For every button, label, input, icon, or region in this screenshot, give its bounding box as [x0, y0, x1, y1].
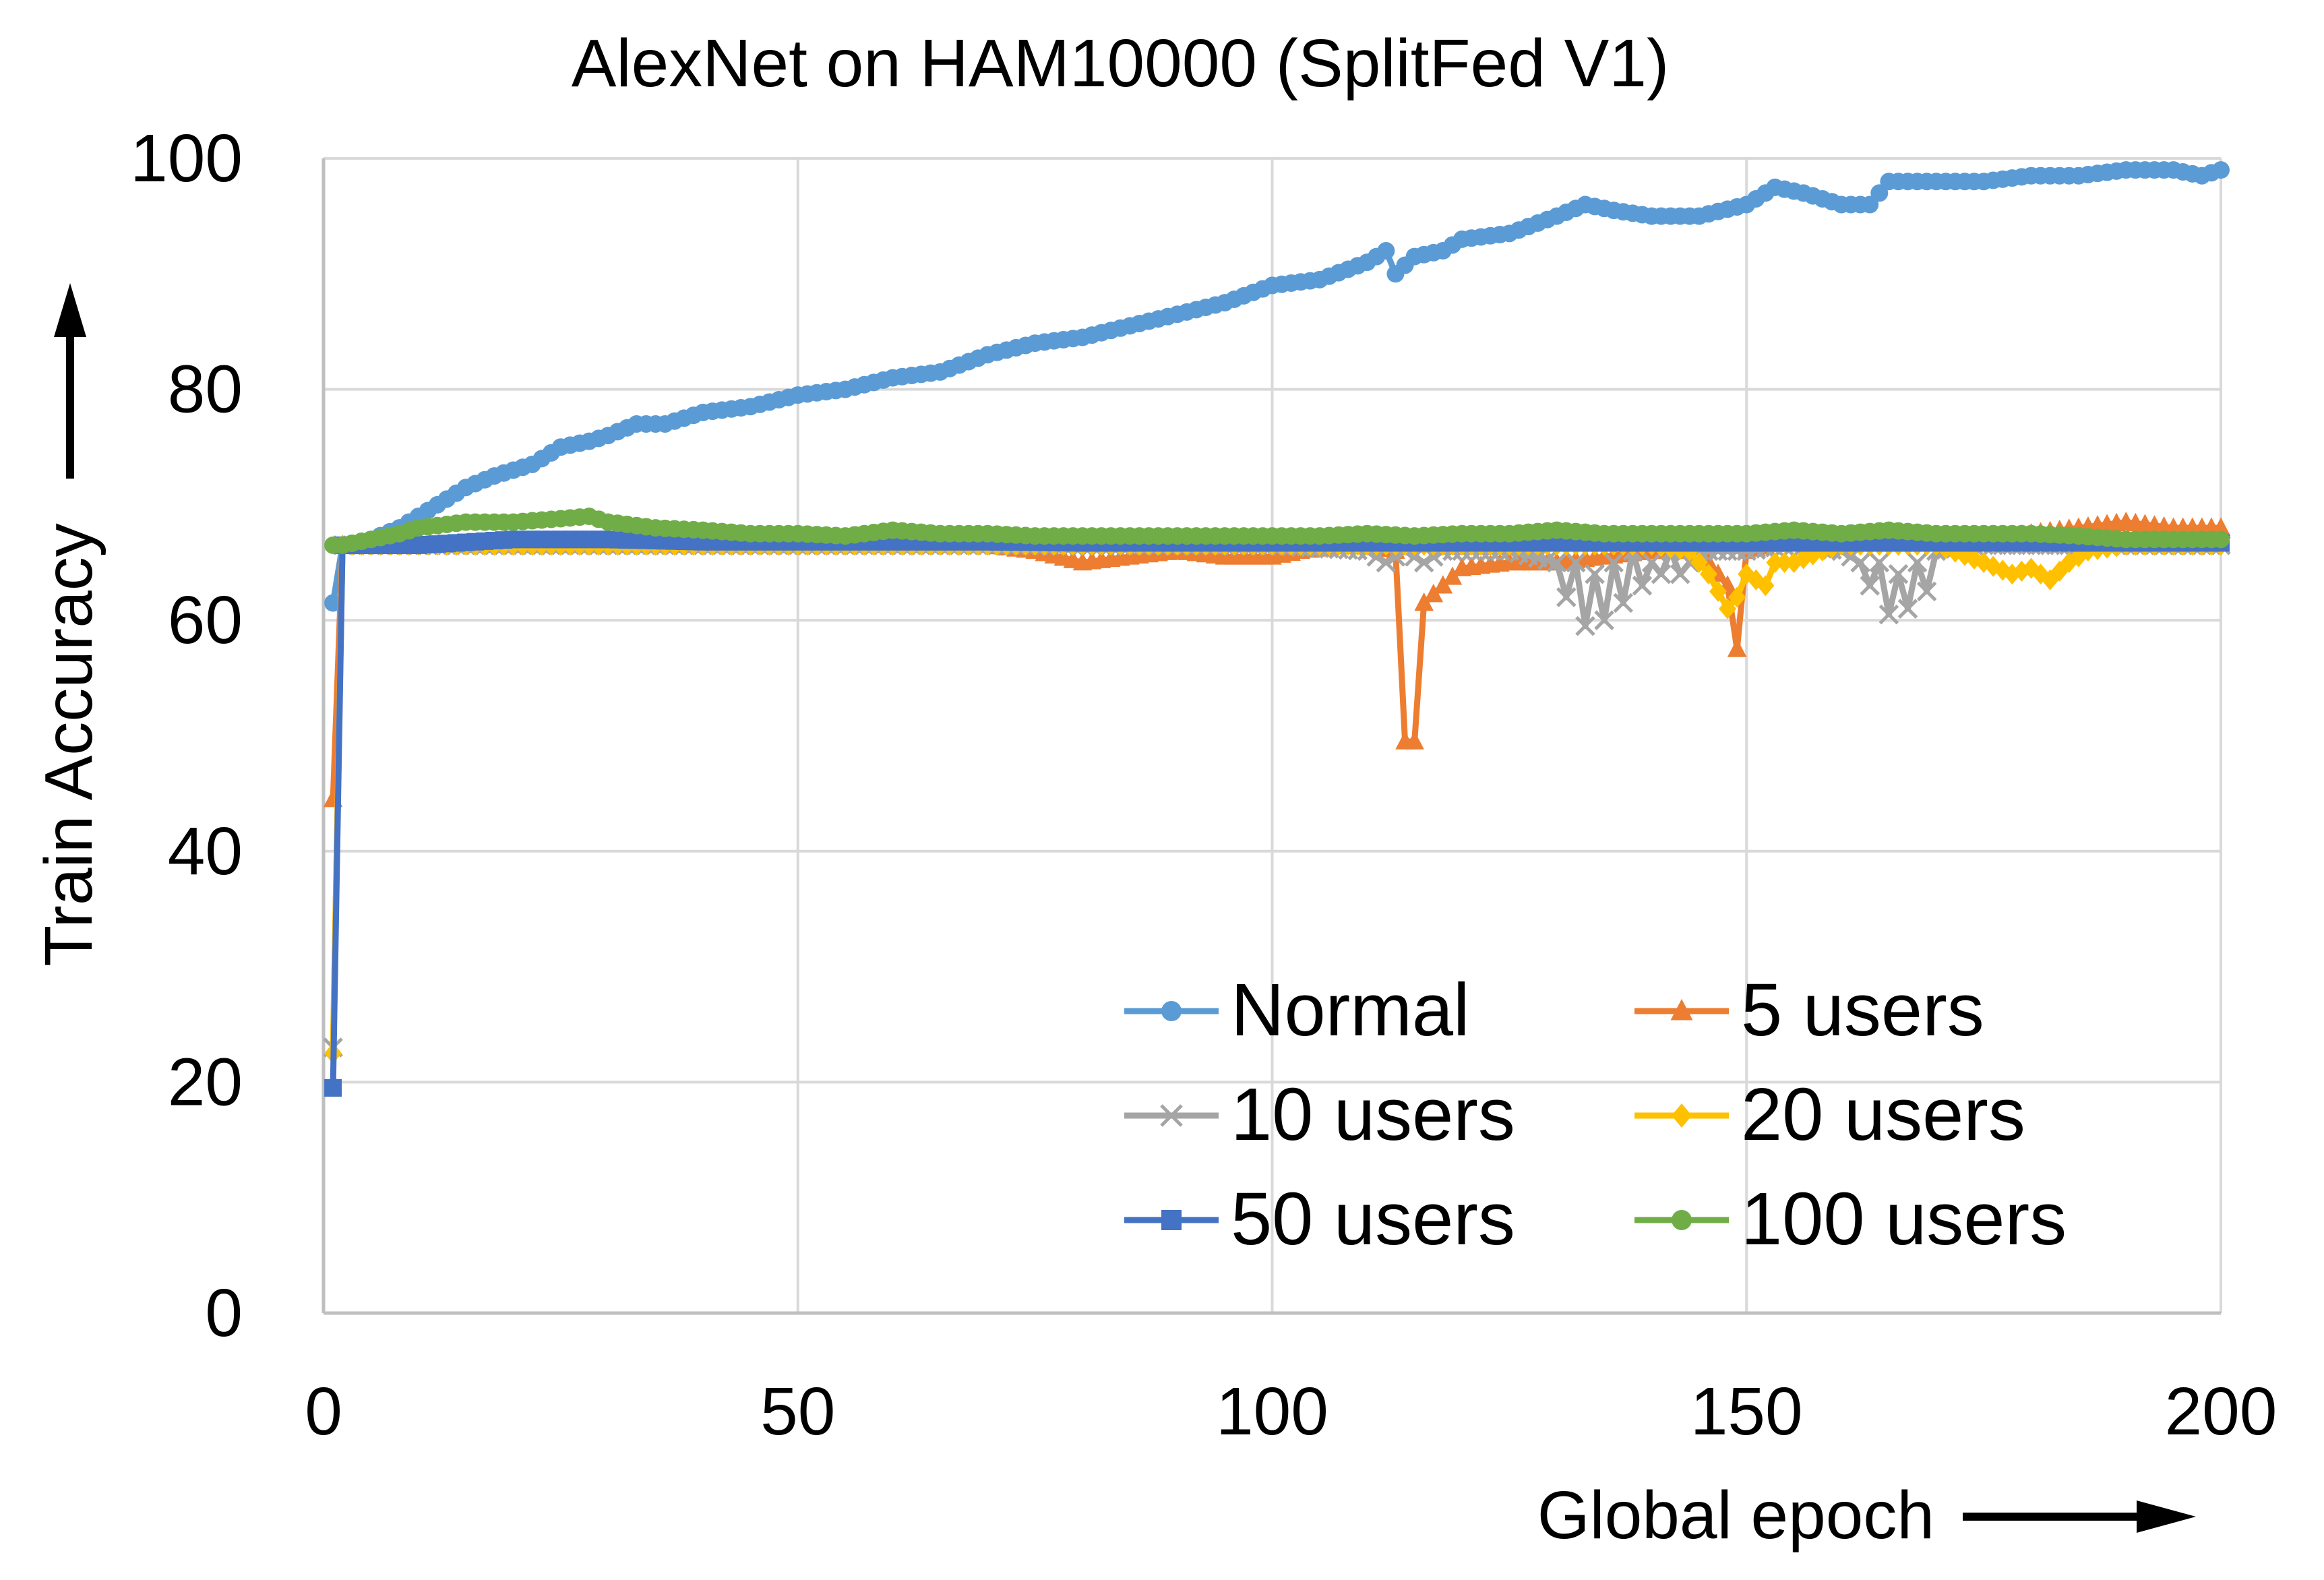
- legend-label: Normal: [1231, 969, 1470, 1052]
- data-point: [1433, 575, 1453, 594]
- grid-lines: [324, 157, 2222, 1313]
- x-tick-label: 200: [2165, 1374, 2277, 1449]
- data-point: [1709, 580, 1727, 602]
- data-point: [1651, 564, 1672, 584]
- x-tick-label: 150: [1690, 1374, 1803, 1449]
- data-point: [1414, 592, 1434, 611]
- data-point: [1413, 552, 1434, 573]
- data-point: [1632, 576, 1653, 596]
- legend-label: 100 users: [1741, 1178, 2067, 1260]
- legend-label: 20 users: [1741, 1073, 2025, 1156]
- data-point: [1546, 552, 1567, 573]
- data-point: [2031, 564, 2050, 585]
- data-point: [1566, 552, 1586, 573]
- data-point: [1850, 552, 1870, 573]
- data-point: [1727, 638, 1747, 657]
- data-point: [1613, 592, 1634, 613]
- data-point: [1376, 552, 1397, 573]
- series-lines: [323, 161, 2231, 1097]
- legend: Normal 5 users 10 users 20 users 50 users 100…: [1124, 969, 2067, 1260]
- data-point: [1672, 1103, 1692, 1128]
- data-point: [1556, 587, 1577, 607]
- data-point: [1670, 999, 1693, 1021]
- data-point: [1442, 566, 1463, 585]
- data-point: [1161, 1001, 1182, 1021]
- data-point: [1585, 564, 1605, 584]
- data-point: [1766, 551, 1784, 574]
- y-tick-label: 60: [168, 582, 243, 658]
- legend-item: Normal: [1124, 969, 1470, 1052]
- data-point: [1594, 610, 1614, 630]
- data-point: [1897, 599, 1918, 619]
- legend-item: 5 users: [1634, 969, 1984, 1052]
- legend-item: 50 users: [1124, 1178, 1515, 1260]
- data-point: [2050, 560, 2069, 582]
- data-point: [1860, 576, 1880, 596]
- data-point: [1775, 551, 1794, 574]
- data-point: [1888, 564, 1909, 584]
- data-point: [1424, 584, 1444, 603]
- x-axis-arrow: [1963, 1500, 2196, 1533]
- y-axis-arrow: [54, 283, 86, 479]
- x-axis-label: Global epoch: [1537, 1478, 1934, 1553]
- x-tick-label: 100: [1216, 1374, 1328, 1449]
- series-100-users: [324, 508, 2230, 554]
- legend-label: 5 users: [1741, 969, 1984, 1052]
- data-point: [2013, 560, 2031, 582]
- data-point: [1975, 551, 1993, 574]
- data-point: [1994, 559, 2012, 581]
- legend-item: 10 users: [1124, 1073, 1515, 1156]
- data-point: [1794, 548, 1812, 570]
- y-tick-label: 20: [168, 1044, 243, 1120]
- data-point: [1161, 1210, 1182, 1230]
- data-point: [1878, 604, 1899, 625]
- data-point: [324, 1078, 342, 1097]
- series-normal: [324, 161, 2230, 612]
- data-point: [1869, 552, 1890, 573]
- x-tick-label: 50: [760, 1374, 835, 1449]
- data-point: [1690, 551, 1708, 574]
- x-tick-label: 0: [305, 1374, 342, 1449]
- axes: 0 20 40 60 80 100 0 50 100 150 200: [130, 121, 2277, 1449]
- data-point: [1377, 242, 1395, 260]
- data-point: [2022, 557, 2040, 579]
- y-tick-label: 40: [168, 814, 243, 889]
- y-tick-label: 0: [205, 1275, 243, 1351]
- data-point: [1861, 195, 1879, 214]
- data-point: [2211, 517, 2231, 536]
- data-point: [1160, 1104, 1183, 1127]
- data-point: [1719, 598, 1737, 619]
- data-point: [1916, 581, 1937, 602]
- data-point: [1907, 552, 1928, 573]
- data-point: [1699, 564, 1717, 585]
- legend-item: 100 users: [1634, 1178, 2067, 1260]
- data-point: [1603, 552, 1624, 573]
- legend-item: 20 users: [1634, 1073, 2025, 1156]
- legend-label: 50 users: [1231, 1178, 1515, 1260]
- legend-label: 10 users: [1231, 1073, 1515, 1156]
- y-axis-label: Train Accuracy: [31, 523, 106, 967]
- data-point: [1672, 1210, 1692, 1230]
- data-point: [1728, 586, 1746, 608]
- data-point: [1405, 731, 1424, 750]
- data-point: [2212, 161, 2230, 179]
- chart-title: AlexNet on HAM10000 (SplitFed V1): [572, 26, 1670, 101]
- data-point: [1575, 615, 1595, 636]
- y-tick-label: 100: [130, 121, 243, 196]
- y-tick-label: 80: [168, 352, 243, 427]
- data-point: [2212, 530, 2230, 549]
- data-point: [1756, 575, 1775, 597]
- data-point: [1738, 564, 1756, 585]
- data-point: [1870, 184, 1889, 202]
